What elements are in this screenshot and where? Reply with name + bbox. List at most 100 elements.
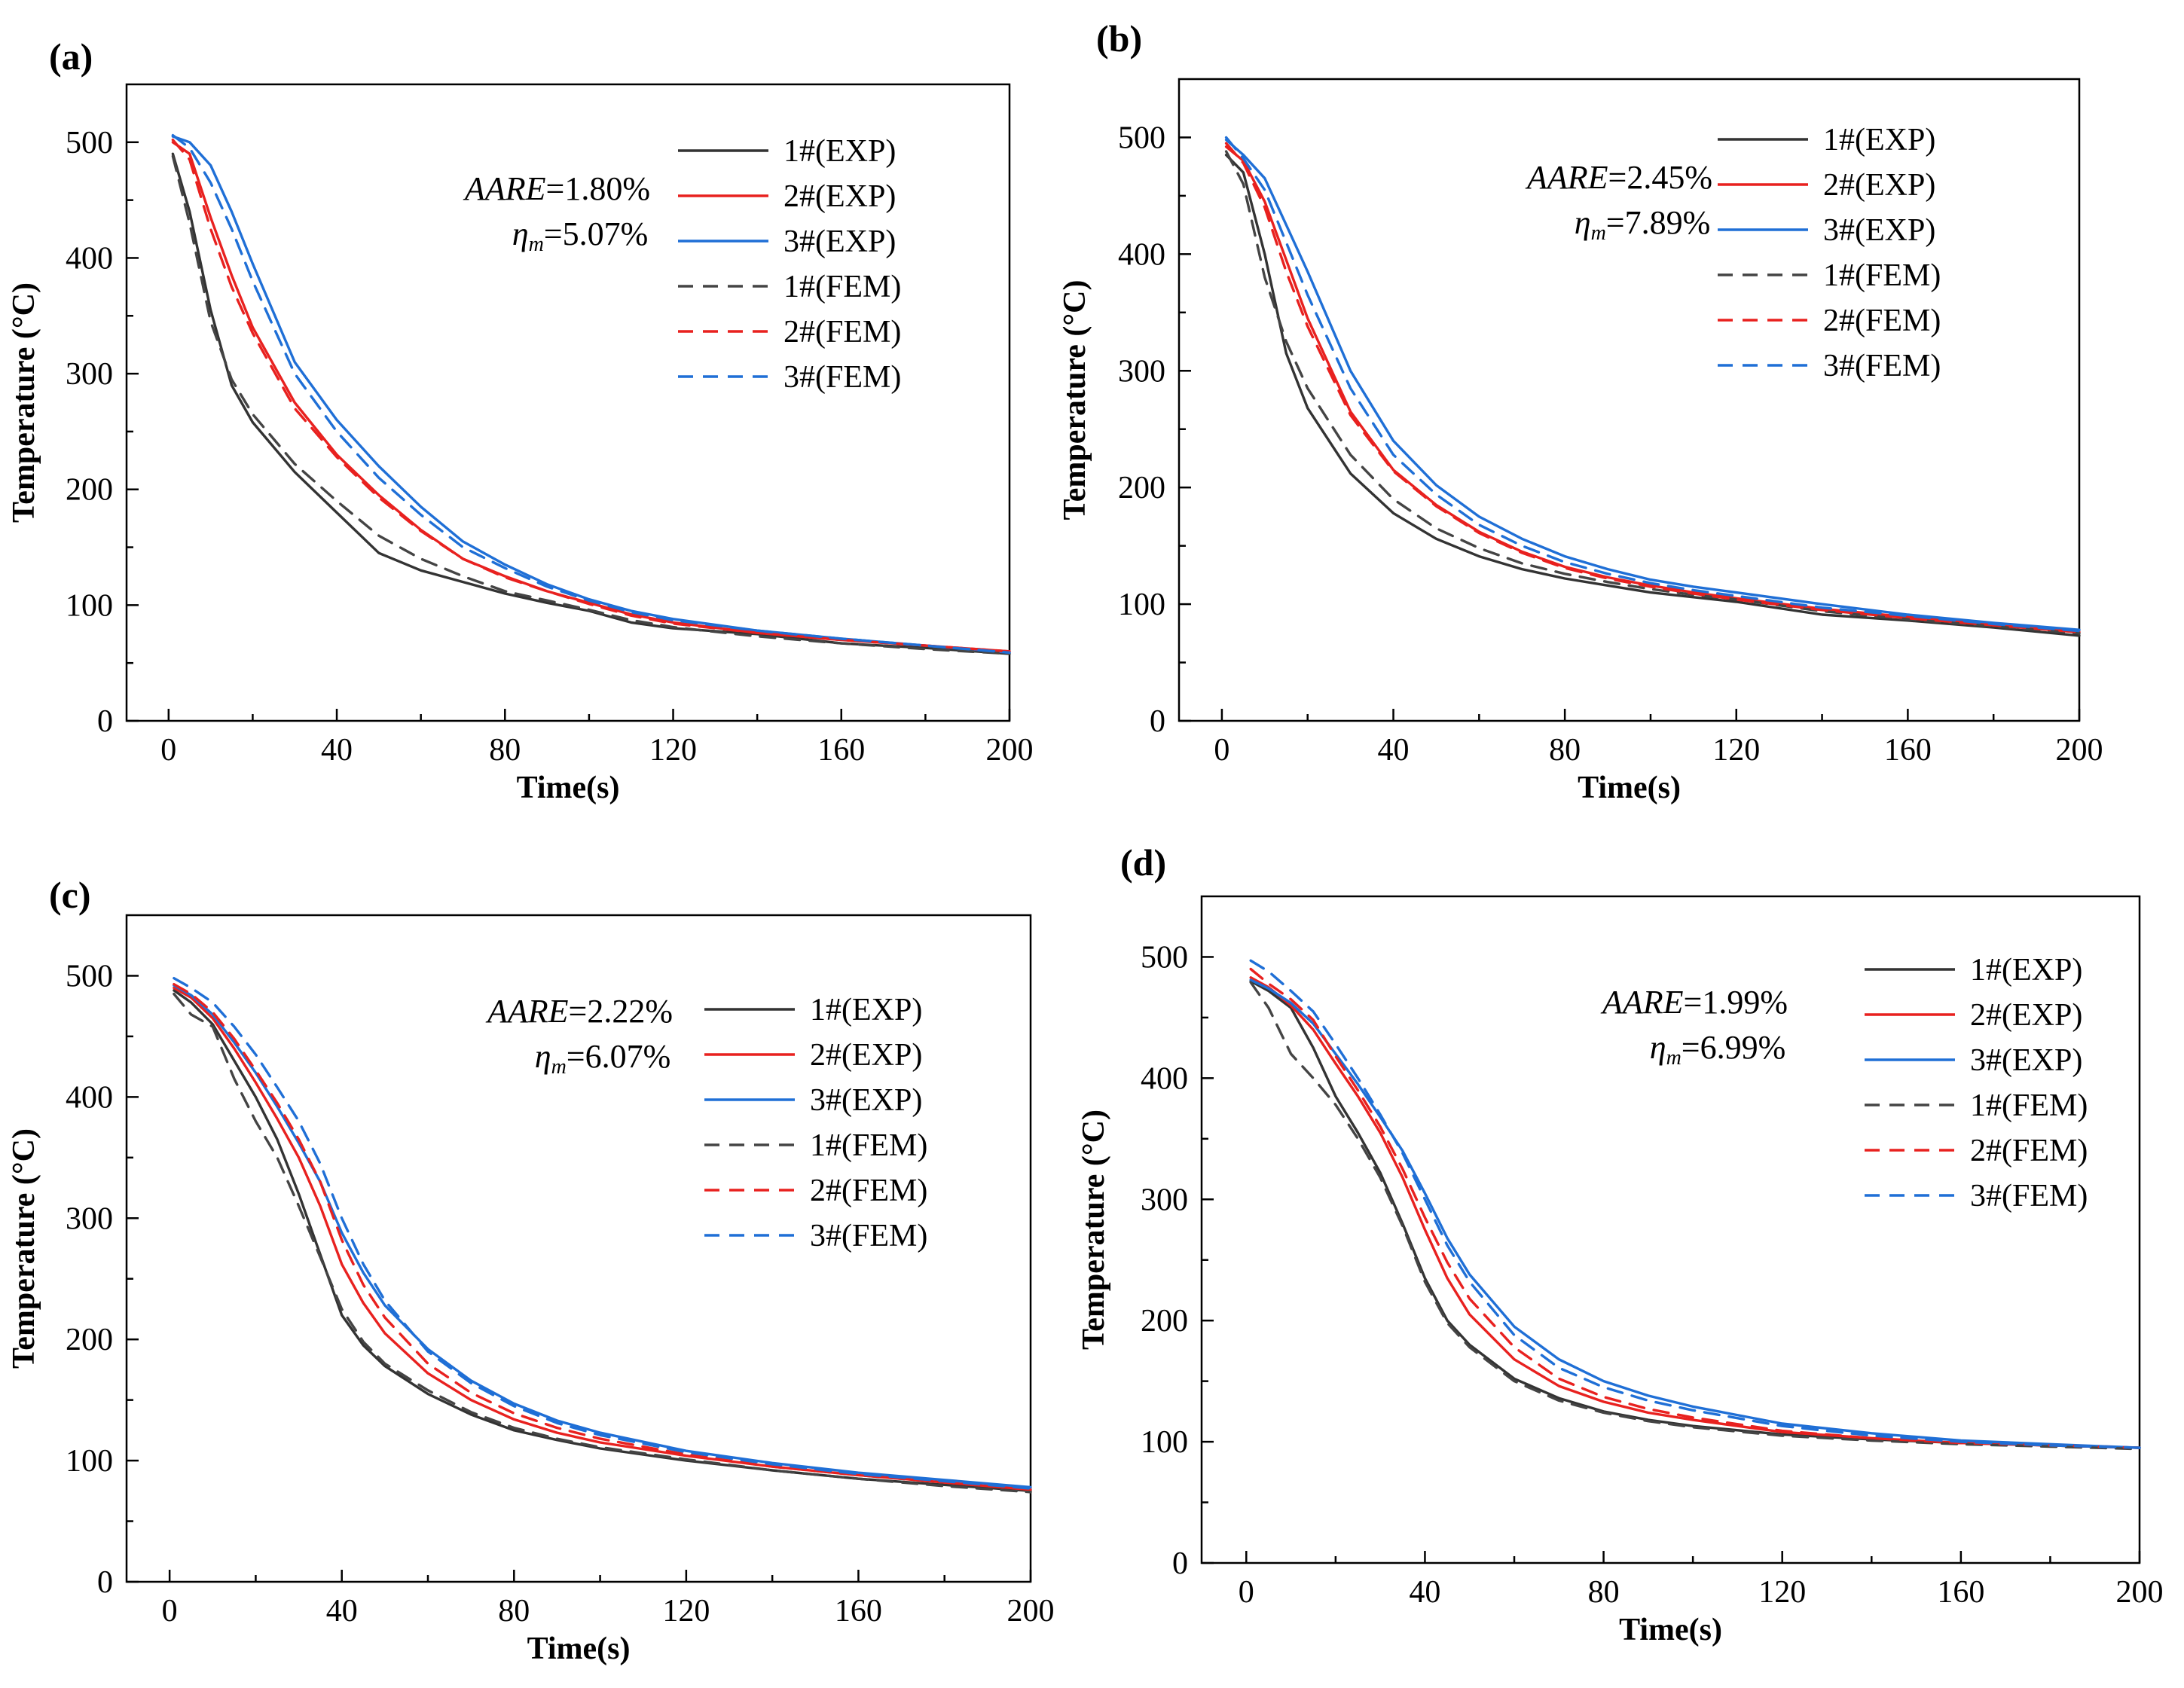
eta-value: =5.07%: [544, 215, 648, 252]
series-line-2#(FEM): [1224, 142, 2081, 633]
panel-4: (d) 0 40 80 120 160 200 0 100 200 300 400 500 Time(s)…: [1077, 841, 2164, 1647]
aare-label: AARE: [485, 993, 569, 1030]
plot-frame: [1178, 78, 2081, 722]
x-axis-title: Time(s): [517, 771, 620, 805]
x-tick-label: 160: [835, 1594, 882, 1628]
legend-label: 2#(EXP): [1970, 998, 2082, 1033]
series-line-3#(FEM): [1224, 136, 2081, 633]
y-tick-label: 400: [1141, 1061, 1188, 1096]
legend-label: 2#(EXP): [783, 179, 896, 214]
y-tick-label: 400: [1118, 237, 1165, 272]
legend-label: 1#(EXP): [810, 993, 922, 1027]
panel-label: (c): [49, 874, 91, 916]
aare-value: =1.99%: [1684, 984, 1788, 1021]
eta-symbol: η: [1650, 1029, 1666, 1066]
legend-label: 3#(FEM): [783, 360, 901, 395]
y-tick-label: 300: [1141, 1183, 1188, 1217]
y-tick-label: 100: [1141, 1425, 1188, 1460]
x-tick-label: 0: [1214, 733, 1229, 768]
x-axis-title: Time(s): [1578, 771, 1681, 805]
series-line-3#(FEM): [173, 976, 1032, 1490]
eta-subscript: m: [529, 233, 544, 256]
eta-annotation: ηm=6.07%: [535, 1038, 671, 1079]
series-line-3#(EXP): [1249, 978, 2141, 1449]
series-line-1#(FEM): [1249, 981, 2141, 1451]
eta-value: =6.07%: [567, 1038, 670, 1075]
y-tick-label: 500: [1118, 121, 1165, 155]
legend-label: 1#(FEM): [810, 1128, 927, 1163]
aare-annotation: AARE=2.22%: [485, 993, 673, 1030]
legend-label: 1#(EXP): [1970, 953, 2082, 987]
series-line-1#(FEM): [171, 154, 1011, 655]
y-tick-label: 200: [1118, 471, 1165, 505]
x-tick-label: 200: [2116, 1575, 2164, 1610]
panel-1: (a) 0 40 80 120 160 200 0 100 200 300 400 500 Time(s)…: [7, 35, 1034, 805]
legend-label: 3#(EXP): [1823, 213, 1935, 248]
legend-label: 3#(EXP): [783, 224, 896, 259]
eta-subscript: m: [1666, 1046, 1682, 1070]
x-tick-label: 160: [817, 733, 865, 768]
y-tick-label: 100: [1118, 588, 1165, 622]
y-tick-label: 500: [1141, 940, 1188, 975]
x-tick-label: 0: [160, 733, 176, 768]
x-tick-label: 40: [1409, 1575, 1440, 1610]
eta-symbol: η: [512, 215, 529, 252]
eta-subscript: m: [1591, 221, 1606, 245]
aare-annotation: AARE=1.80%: [463, 170, 650, 207]
x-tick-label: 120: [662, 1594, 710, 1628]
aare-value: =2.45%: [1608, 159, 1712, 196]
eta-subscript: m: [551, 1055, 567, 1079]
x-axis-title: Time(s): [1619, 1613, 1722, 1647]
eta-symbol: η: [535, 1038, 551, 1075]
x-tick-label: 0: [1239, 1575, 1254, 1610]
legend-label: 2#(FEM): [1823, 304, 1941, 338]
plot-frame: [125, 914, 1032, 1583]
y-tick-label: 0: [1172, 1546, 1188, 1581]
series-line-1#(FEM): [1224, 150, 2081, 635]
eta-value: =6.99%: [1682, 1029, 1785, 1066]
x-tick-label: 200: [2056, 733, 2103, 768]
x-tick-label: 80: [1588, 1575, 1620, 1610]
x-tick-label: 40: [321, 733, 353, 768]
legend-label: 1#(EXP): [783, 134, 896, 169]
aare-annotation: AARE=2.45%: [1525, 159, 1712, 196]
y-axis-title: Temperature (°C): [1077, 1110, 1111, 1350]
legend-label: 2#(FEM): [783, 315, 901, 350]
y-tick-label: 500: [66, 126, 113, 160]
plot-frame: [125, 83, 1011, 722]
x-tick-label: 120: [1712, 733, 1760, 768]
y-tick-label: 0: [97, 704, 113, 739]
eta-annotation: ηm=5.07%: [512, 215, 649, 256]
series-line-3#(EXP): [1224, 138, 2081, 631]
panel-label: (a): [49, 35, 93, 78]
series-line-2#(FEM): [173, 982, 1032, 1491]
x-tick-label: 160: [1884, 733, 1932, 768]
y-tick-label: 200: [66, 1323, 113, 1357]
legend-label: 3#(FEM): [1970, 1179, 2088, 1213]
legend-label: 1#(EXP): [1823, 123, 1935, 157]
y-tick-label: 200: [1141, 1304, 1188, 1338]
y-tick-label: 100: [66, 1444, 113, 1479]
aare-label: AARE: [1600, 984, 1684, 1021]
eta-annotation: ηm=7.89%: [1575, 204, 1711, 245]
legend-label: 3#(EXP): [810, 1083, 922, 1118]
legend-label: 1#(FEM): [783, 270, 901, 304]
series-line-1#(EXP): [1249, 979, 2141, 1449]
eta-annotation: ηm=6.99%: [1650, 1029, 1786, 1070]
aare-label: AARE: [463, 170, 546, 207]
aare-annotation: AARE=1.99%: [1600, 984, 1788, 1021]
y-tick-label: 400: [66, 241, 113, 276]
legend-label: 3#(EXP): [1970, 1043, 2082, 1078]
y-tick-label: 0: [97, 1565, 113, 1600]
x-tick-label: 80: [498, 1594, 530, 1628]
y-tick-label: 300: [66, 1201, 113, 1236]
x-axis-title: Time(s): [527, 1632, 631, 1666]
y-axis-title: Temperature (°C): [7, 282, 41, 523]
series-line-1#(FEM): [173, 992, 1032, 1494]
plot-frame: [1200, 895, 2141, 1564]
eta-value: =7.89%: [1606, 204, 1710, 241]
panel-label: (b): [1096, 17, 1142, 60]
y-tick-label: 200: [66, 473, 113, 508]
aare-value: =1.80%: [546, 170, 650, 207]
series-line-3#(FEM): [1249, 959, 2141, 1449]
